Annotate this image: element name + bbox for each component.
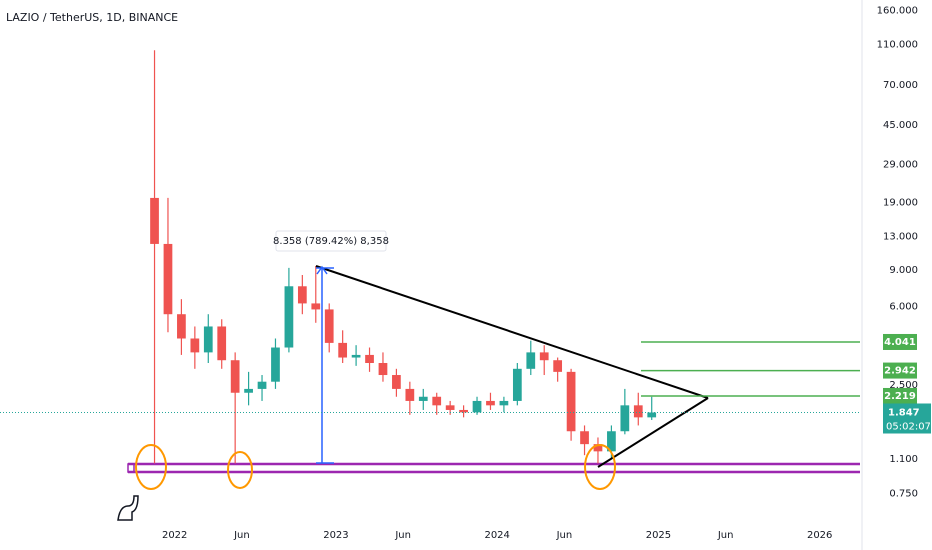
candle-body <box>324 309 334 343</box>
level-label-box <box>883 362 917 379</box>
candle-body <box>150 197 159 244</box>
y-tick-label: 6.000 <box>889 301 918 312</box>
candle-body <box>271 347 280 382</box>
candle-body <box>539 352 549 361</box>
level-label: 2.942 <box>884 366 916 377</box>
x-tick-label: 2023 <box>323 530 348 541</box>
y-tick-label: 13.000 <box>883 232 918 243</box>
candle-body <box>486 400 495 406</box>
chart-title: LAZIO / TetherUS, 1D, BINANCE <box>6 11 178 24</box>
annotation: 8.358 (789.42%) 8,358 <box>273 236 389 247</box>
countdown: 05:02:07 <box>886 422 931 433</box>
candle-body <box>163 243 173 315</box>
candle-body <box>566 371 576 432</box>
candle-body <box>472 400 482 413</box>
x-tick-label: Jun <box>717 530 734 541</box>
x-tick-label: 2022 <box>162 530 187 541</box>
candle-body <box>593 444 603 452</box>
y-tick-label: 45.000 <box>883 120 918 131</box>
y-tick-label: 2.500 <box>889 380 918 391</box>
support-zone-edge <box>127 463 135 473</box>
candle-body <box>432 396 442 406</box>
candle-body <box>499 400 509 406</box>
y-tick-label: 19.000 <box>883 198 918 209</box>
candle-body <box>230 360 240 393</box>
x-tick-label: Jun <box>233 530 250 541</box>
candle-body <box>177 314 186 339</box>
candle-body <box>526 352 536 369</box>
candle-body <box>459 409 468 413</box>
candle-body <box>338 342 348 358</box>
candles <box>150 50 657 464</box>
candle-body <box>351 354 361 358</box>
candle-body <box>405 388 415 401</box>
candle-body <box>284 286 294 348</box>
highlight-circle <box>584 444 616 490</box>
candle-body <box>190 338 200 353</box>
last-price-box <box>883 403 931 434</box>
x-tick-label: Jun <box>556 530 573 541</box>
candle-body <box>311 303 321 310</box>
candle-body <box>257 381 267 389</box>
x-tick-label: 2025 <box>646 530 671 541</box>
candle-body <box>553 360 563 372</box>
candle-body <box>512 368 522 401</box>
trendline <box>315 265 709 399</box>
candle-body <box>203 326 213 353</box>
y-tick-label: 9.000 <box>889 265 918 276</box>
y-tick-label: 1.100 <box>889 454 918 465</box>
trendline <box>597 397 709 468</box>
candle-body <box>445 405 455 410</box>
x-tick-label: Jun <box>394 530 411 541</box>
last-price-label: 1.847 <box>888 408 920 419</box>
y-tick-label: 160.000 <box>877 6 918 17</box>
candle-body <box>620 405 630 432</box>
annotation-box <box>275 230 387 252</box>
candle-body <box>633 405 643 418</box>
measure-arrow <box>316 265 328 275</box>
candle-body <box>418 396 428 401</box>
level-label-box <box>883 387 917 404</box>
candle-body <box>607 431 616 452</box>
level-label: 2.219 <box>884 391 916 402</box>
candle-body <box>580 431 589 445</box>
x-tick-label: 2026 <box>807 530 832 541</box>
logo <box>117 495 139 521</box>
y-tick-label: 29.000 <box>883 159 918 170</box>
candle-body <box>244 388 253 393</box>
candle-body <box>378 362 388 376</box>
highlight-circle <box>135 444 167 490</box>
candle-body <box>392 375 401 389</box>
x-tick-label: 2024 <box>484 530 509 541</box>
y-tick-label: 70.000 <box>883 80 918 91</box>
candle-body <box>217 326 227 361</box>
y-tick-label: 110.000 <box>877 39 918 50</box>
level-label-box <box>883 333 917 350</box>
level-label: 4.041 <box>884 337 916 348</box>
y-tick-label: 0.750 <box>889 489 918 500</box>
candle-body <box>365 354 374 363</box>
highlight-circle <box>227 451 253 489</box>
candle-body <box>297 286 307 304</box>
candle-body <box>647 412 657 418</box>
